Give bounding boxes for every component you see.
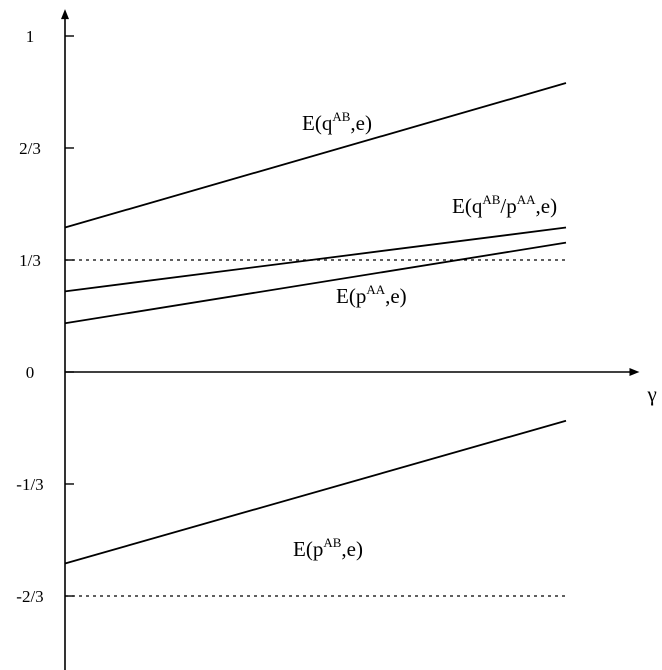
x-axis-label: γ — [646, 382, 656, 406]
y-tick-label: -1/3 — [16, 475, 43, 494]
series-group — [64, 82, 567, 565]
y-tick-label: -2/3 — [16, 587, 43, 606]
series-line-4 — [64, 419, 567, 565]
series-line-2 — [64, 226, 567, 293]
series-line-1 — [64, 82, 567, 229]
y-ticks: 1 2/3 1/3 0 -1/3 -2/3 — [16, 27, 74, 606]
series-labels: E(qAB,e) E(qAB/pAA,e) E(pAA,e) E(pAB,e) — [293, 109, 557, 561]
y-tick-label: 2/3 — [19, 139, 41, 158]
series-label-3: E(pAA,e) — [336, 282, 407, 308]
series-label-1: E(qAB,e) — [302, 109, 372, 135]
x-axis-arrow — [629, 368, 640, 376]
series-line-3 — [64, 241, 567, 325]
series-label-2: E(qAB/pAA,e) — [452, 192, 557, 218]
series-label-4: E(pAB,e) — [293, 535, 363, 561]
y-tick-label: 1/3 — [19, 251, 41, 270]
y-tick-label: 0 — [26, 363, 35, 382]
axes: γ — [61, 9, 657, 670]
y-axis-arrow-top — [61, 9, 69, 20]
y-tick-label: 1 — [26, 27, 35, 46]
